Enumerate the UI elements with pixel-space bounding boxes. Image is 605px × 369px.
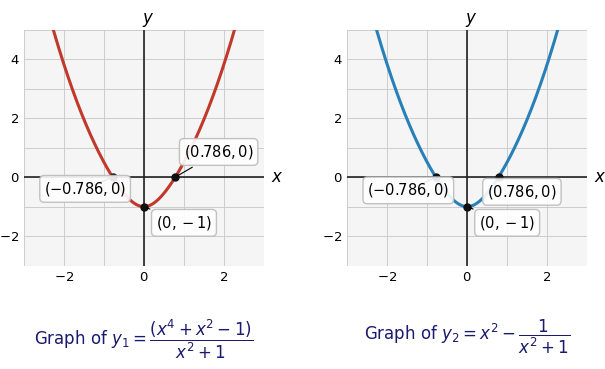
Text: Graph of $y_2 = x^2 - \dfrac{1}{x^2 + 1}$: Graph of $y_2 = x^2 - \dfrac{1}{x^2 + 1}…: [364, 318, 571, 356]
Text: $(-0.786, 0)$: $(-0.786, 0)$: [44, 178, 126, 198]
Text: $(-0.786, 0)$: $(-0.786, 0)$: [367, 178, 450, 199]
Text: Graph of $y_1 = \dfrac{\left(x^4 + x^2 - 1\right)}{x^2 + 1}$: Graph of $y_1 = \dfrac{\left(x^4 + x^2 -…: [34, 318, 253, 361]
Text: x: x: [595, 168, 605, 186]
Text: $(0, -1)$: $(0, -1)$: [146, 208, 212, 232]
Text: y: y: [142, 8, 152, 27]
Text: x: x: [272, 168, 281, 186]
Text: $(0, -1)$: $(0, -1)$: [469, 208, 535, 232]
Text: $(0.786, 0)$: $(0.786, 0)$: [487, 177, 557, 201]
Text: $(0.786, 0)$: $(0.786, 0)$: [178, 143, 253, 176]
Text: y: y: [465, 8, 476, 27]
